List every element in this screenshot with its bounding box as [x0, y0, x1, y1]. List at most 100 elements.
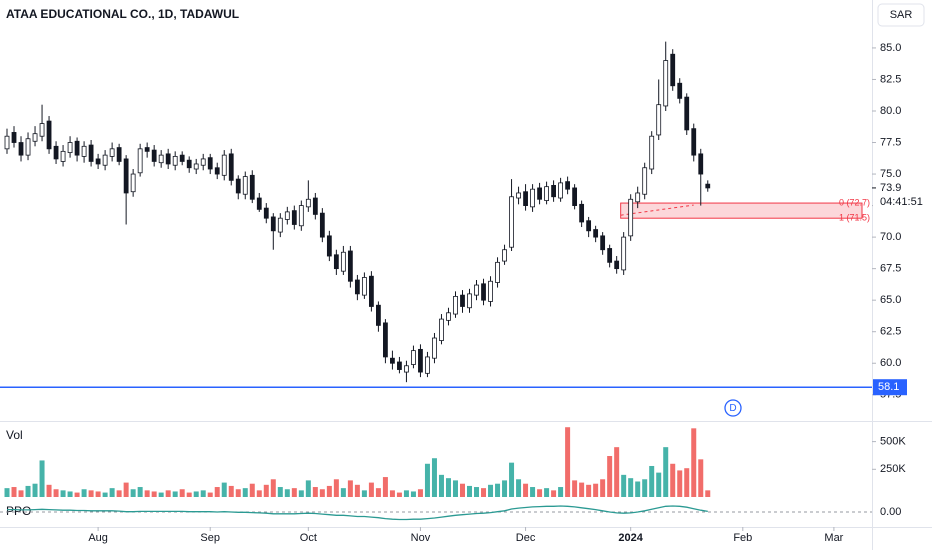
- candle-body: [123, 158, 129, 194]
- candle-body: [411, 350, 416, 365]
- volume-bar: [228, 485, 234, 497]
- volume-bar: [305, 480, 311, 497]
- candle-body: [698, 153, 704, 175]
- candle-body: [684, 96, 690, 131]
- candle-body: [607, 248, 613, 263]
- candle-body: [263, 207, 269, 219]
- currency-button[interactable]: [877, 3, 925, 27]
- currency[interactable]: SAR: [890, 9, 913, 21]
- candle-body: [130, 173, 136, 193]
- volume-bar: [635, 481, 641, 497]
- candle-body: [305, 198, 311, 208]
- candle-body: [383, 322, 388, 358]
- candle-body: [432, 337, 437, 359]
- volume-bar: [151, 491, 157, 497]
- candle-body: [74, 140, 80, 156]
- volume-bar: [375, 488, 381, 497]
- candle-body: [509, 196, 514, 248]
- volume-bar: [670, 463, 676, 497]
- volume-bar: [74, 492, 80, 497]
- candle-body: [628, 198, 634, 237]
- candle-body: [502, 249, 507, 262]
- volume-bar: [242, 488, 248, 497]
- candle-body: [663, 60, 669, 107]
- volume-bar: [698, 459, 704, 497]
- chart-title: ATAA EDUCATIONAL CO., 1D, TADAWUL: [6, 7, 239, 21]
- y-tick-label: 60.0: [880, 357, 901, 369]
- candle-body: [137, 148, 143, 174]
- volume-bar: [4, 488, 10, 497]
- volume-bar: [11, 487, 17, 497]
- x-tick-label: Aug: [88, 532, 108, 544]
- zone-bottom-label: 1 (71.5): [839, 213, 870, 223]
- candle-body: [39, 123, 45, 137]
- y-tick-label: 82.5: [880, 73, 901, 85]
- y-tick-label: 77.5: [880, 136, 901, 148]
- volume-bar: [488, 484, 494, 497]
- candle-body: [298, 205, 304, 227]
- horizontal-line-badge: [873, 379, 907, 396]
- volume-tick-label: 250K: [880, 463, 906, 475]
- candle-body: [32, 133, 38, 142]
- volume-bar: [684, 468, 690, 497]
- candle-body: [326, 235, 332, 257]
- candle-body: [186, 159, 192, 169]
- volume-bar: [39, 460, 45, 497]
- x-tick-label: 2024: [618, 532, 643, 544]
- candle-body: [565, 181, 571, 190]
- candle-body: [312, 197, 318, 215]
- volume-bar: [347, 480, 353, 497]
- volume-bar: [523, 483, 529, 497]
- volume-bar: [530, 487, 536, 497]
- volume-bar: [509, 462, 515, 497]
- volume-bar: [235, 489, 241, 497]
- candle-body: [670, 53, 676, 87]
- countdown: 04:41:51: [880, 196, 923, 208]
- volume-bar: [537, 489, 543, 497]
- candle-body: [249, 174, 255, 200]
- candle-body: [467, 293, 472, 309]
- candle-body: [677, 82, 683, 99]
- volume-bar: [579, 482, 585, 497]
- candle-body: [537, 187, 542, 200]
- dividend-icon[interactable]: [724, 399, 742, 417]
- volume-bar: [382, 477, 388, 497]
- volume-bar: [396, 492, 402, 497]
- volume-bar: [256, 490, 262, 497]
- candle-body: [551, 185, 556, 198]
- x-tick-label: Mar: [824, 532, 843, 544]
- candle-body: [151, 149, 157, 162]
- candle-body: [102, 154, 108, 166]
- candle-body: [425, 356, 430, 374]
- volume-bar: [32, 483, 38, 497]
- candle-body: [291, 210, 297, 225]
- volume-bar: [389, 490, 395, 497]
- volume-bar: [705, 490, 711, 497]
- volume-bar: [424, 463, 430, 497]
- candle-body: [4, 135, 10, 150]
- volume-bar: [361, 490, 367, 497]
- candle-body: [116, 147, 122, 162]
- x-tick-label: Feb: [733, 532, 752, 544]
- volume-bar: [340, 488, 346, 497]
- volume-bar: [516, 479, 522, 497]
- volume-bar: [291, 488, 297, 497]
- volume-bar: [621, 474, 627, 497]
- volume-bar: [25, 485, 31, 497]
- volume-bar: [165, 490, 171, 497]
- x-tick-label: Sep: [200, 532, 220, 544]
- volume-bar: [298, 490, 304, 497]
- candle-body: [207, 157, 213, 170]
- volume-bar: [354, 484, 360, 497]
- volume-bar: [495, 483, 501, 497]
- y-tick-label: 85.0: [880, 42, 901, 54]
- candle-body: [53, 145, 59, 160]
- volume-bar: [565, 427, 571, 497]
- candle-body: [67, 142, 73, 154]
- candle-body: [397, 361, 402, 370]
- volume-bar: [445, 478, 451, 497]
- dividend-marker[interactable]: D: [729, 403, 736, 414]
- candle-body: [214, 167, 220, 175]
- candle-body: [460, 294, 465, 307]
